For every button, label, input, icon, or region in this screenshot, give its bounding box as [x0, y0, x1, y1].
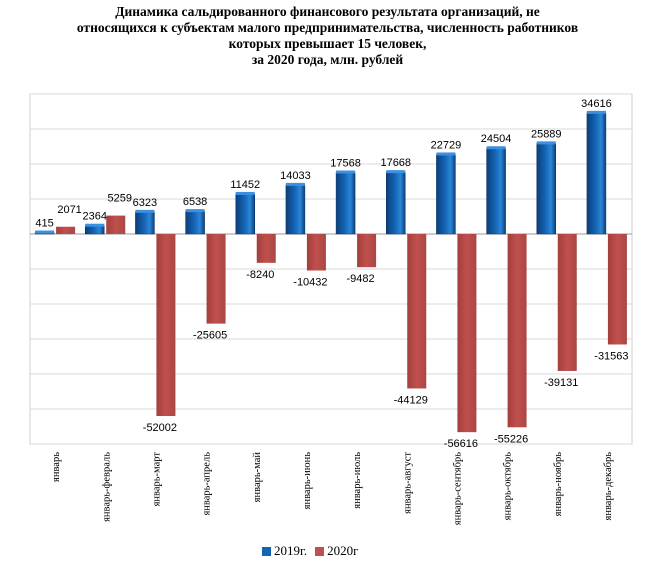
- bar-2020: [357, 234, 377, 268]
- data-label-2020: 5259: [108, 193, 132, 205]
- bar-2019-top: [486, 146, 506, 150]
- category-label: январь-июль: [352, 452, 363, 509]
- category-label: январь-июнь: [302, 452, 313, 510]
- bar-2019: [285, 184, 306, 235]
- data-label-2019: 17568: [330, 158, 361, 170]
- bar-2019: [386, 171, 406, 235]
- chart-title-line: которых превышает 15 человек,: [228, 36, 427, 51]
- bar-2020: [507, 234, 527, 428]
- bar-2020: [256, 234, 276, 263]
- bar-2019: [85, 225, 105, 235]
- bar-2019-top: [536, 141, 556, 145]
- category-label: январь-февраль: [101, 452, 112, 522]
- data-label-2020: -10432: [293, 277, 327, 289]
- chart-legend: 2019г. 2020г: [262, 543, 366, 559]
- legend-swatch-2020: [315, 546, 325, 556]
- bar-2019-top: [235, 191, 255, 195]
- bar-2019-top: [436, 152, 456, 156]
- data-label-2020: -25605: [193, 330, 227, 342]
- bar-2019-top: [135, 209, 155, 213]
- data-label-2020: -44129: [394, 394, 428, 406]
- data-label-2019: 25889: [531, 128, 562, 140]
- category-label: январь-октябрь: [503, 452, 514, 521]
- category-label: январь-декабрь: [603, 452, 614, 521]
- data-label-2020: -39131: [544, 377, 578, 389]
- category-label: январь-март: [151, 452, 162, 507]
- category-label: январь-май: [252, 452, 263, 503]
- data-label-2019: 11452: [230, 179, 260, 191]
- bar-2020: [56, 226, 76, 234]
- category-label: январь-сентябрь: [452, 452, 463, 525]
- bar-2019-top: [586, 110, 606, 114]
- bar-2020: [607, 234, 627, 345]
- data-label-2019: 6323: [133, 197, 157, 209]
- legend-item-2020: 2020г: [315, 543, 358, 559]
- data-label-2019: 2364: [83, 211, 107, 223]
- bar-2019-top: [285, 182, 305, 186]
- data-label-2019: 17668: [380, 157, 411, 169]
- bar-2019: [235, 193, 255, 235]
- data-label-2020: -55226: [494, 433, 528, 445]
- chart-title-line: относящихся к субъектам малого предприни…: [76, 20, 579, 35]
- category-label: январь-август: [402, 452, 413, 514]
- bar-2019-top: [386, 170, 406, 174]
- bar-2019: [335, 172, 356, 235]
- data-label-2019: 14033: [280, 170, 311, 182]
- bar-2019: [436, 154, 456, 235]
- data-label-2020: -52002: [143, 422, 177, 434]
- bar-2019-top: [35, 230, 55, 234]
- data-label-2020: -8240: [246, 269, 274, 281]
- data-label-2019: 34616: [581, 98, 612, 110]
- category-label: январь: [51, 452, 62, 482]
- legend-label-2019: 2019г.: [274, 543, 308, 558]
- bar-2019: [486, 147, 506, 235]
- legend-label-2020: 2020г: [327, 543, 359, 558]
- data-label-2019: 6538: [183, 196, 207, 208]
- bar-2020: [156, 234, 176, 417]
- bar-2019-top: [85, 223, 105, 227]
- bar-2019: [135, 211, 155, 235]
- data-label-2019: 24504: [481, 133, 512, 145]
- chart-title: Динамика сальдированного финансового рез…: [40, 4, 615, 68]
- bar-2020: [106, 215, 126, 234]
- bar-2019-top: [336, 170, 356, 174]
- data-label-2020: -9482: [347, 273, 375, 285]
- category-label: январь-апрель: [202, 452, 213, 516]
- data-label-2020: 2071: [57, 204, 81, 216]
- data-label-2019: 415: [35, 218, 53, 230]
- bar-2019: [185, 210, 205, 235]
- data-label-2020: -31563: [594, 350, 628, 362]
- bar-2019-top: [185, 209, 205, 213]
- chart-title-line: Динамика сальдированного финансового рез…: [115, 4, 540, 19]
- chart-title-line: за 2020 года, млн. рублей: [251, 52, 404, 67]
- bar-2020: [557, 234, 577, 371]
- bar-2019: [536, 143, 556, 235]
- legend-swatch-2019: [262, 546, 271, 556]
- bar-2020: [457, 234, 477, 433]
- bar-2020: [306, 234, 326, 271]
- legend-item-2019: 2019г.: [262, 543, 307, 559]
- category-label: январь-ноябрь: [553, 452, 564, 517]
- data-label-2019: 22729: [431, 139, 462, 151]
- bar-2020: [407, 234, 427, 389]
- bar-2020: [206, 234, 226, 324]
- bar-2019: [586, 112, 607, 235]
- data-label-2020: -56616: [444, 438, 478, 450]
